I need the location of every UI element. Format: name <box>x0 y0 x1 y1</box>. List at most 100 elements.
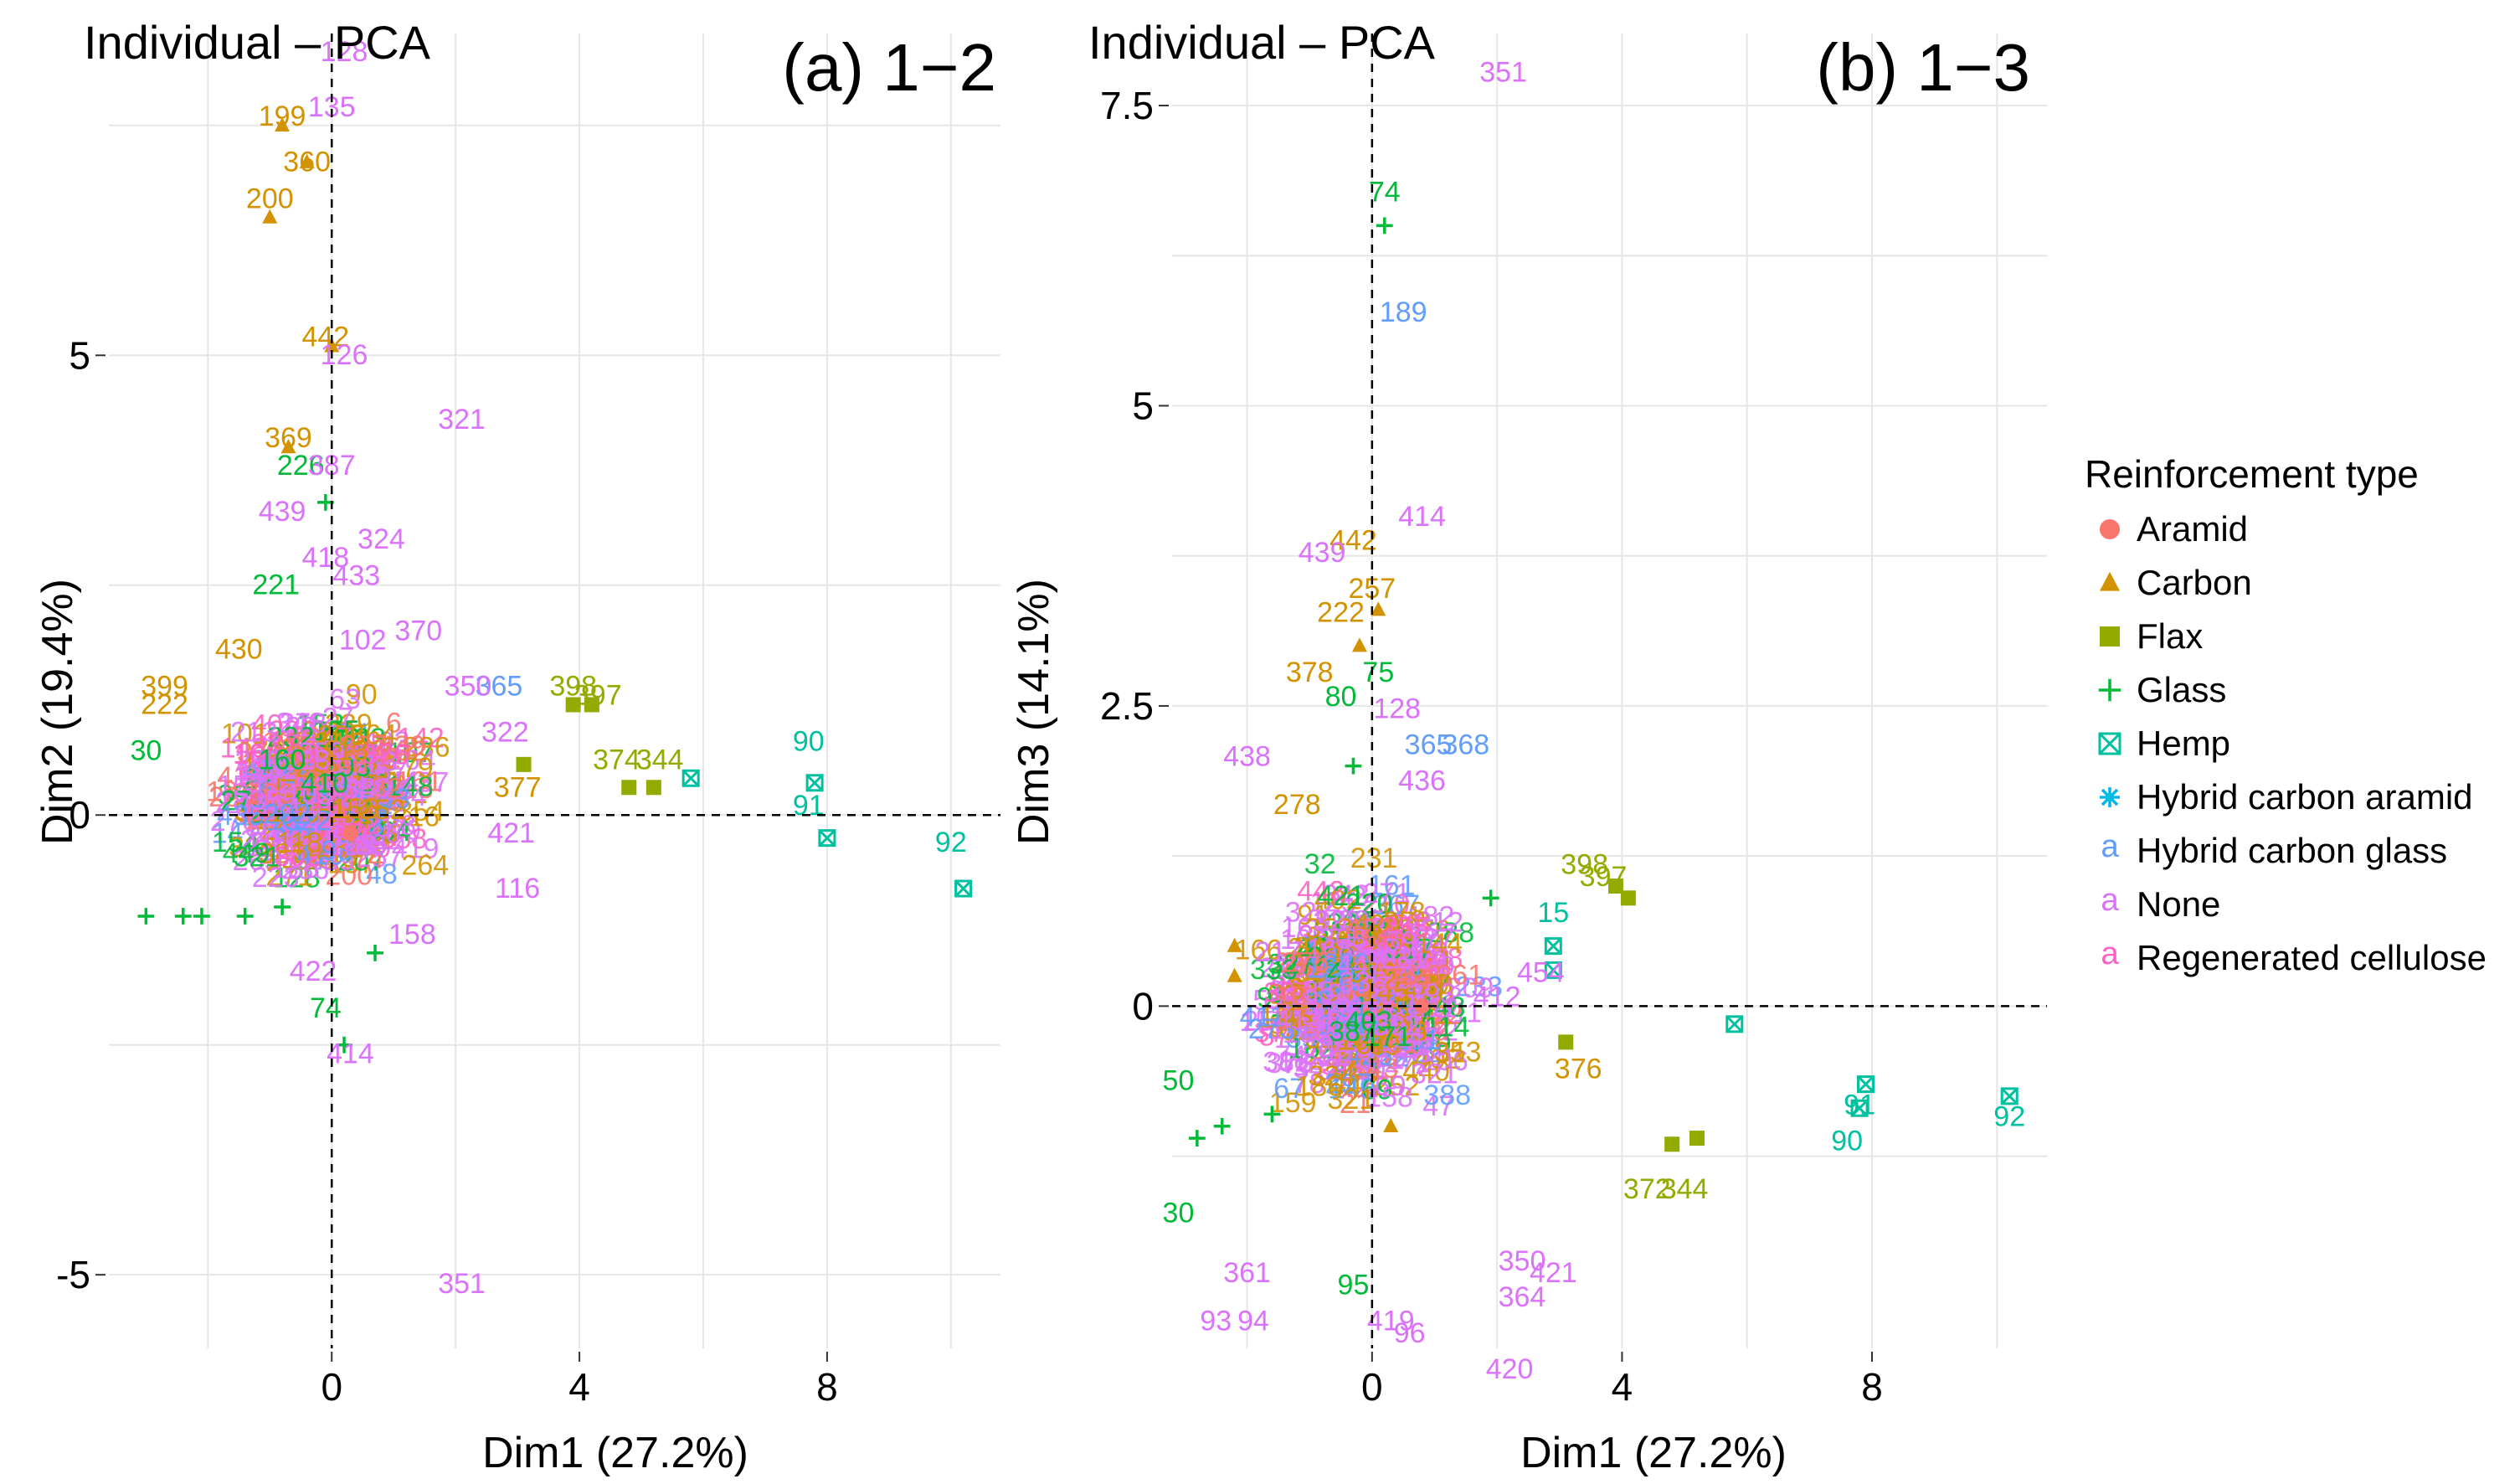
cluster-point-label: 361 <box>245 812 293 843</box>
cluster-point-label: 209 <box>282 744 330 775</box>
cluster-point-label: 264 <box>291 787 338 819</box>
cluster-point-label: 321 <box>1330 935 1378 966</box>
point-marker-glass <box>193 908 210 925</box>
cluster-point-label: 50 <box>347 791 379 822</box>
cluster-point-label: 411 <box>291 815 336 847</box>
cluster-point-label: 302 <box>317 787 365 819</box>
cluster-point-label: 200 <box>269 805 316 837</box>
legend-item-hybrid-carbon-glass: a Hybrid carbon glass <box>2101 828 2447 870</box>
cluster-point-label: 22 <box>285 712 316 744</box>
cluster-point-label: 16 <box>345 740 377 772</box>
cluster-point-label: 373 <box>345 755 393 786</box>
cluster-point-label: 101 <box>285 780 333 812</box>
cluster-point-label: 26 <box>304 766 336 798</box>
cluster-point-label: 78 <box>381 775 413 806</box>
legend-title: Reinforcement type <box>2085 452 2419 496</box>
cluster-point-label: 176 <box>1403 915 1451 946</box>
cluster-point-label: 411 <box>1437 997 1482 1028</box>
cluster-point-label: 244 <box>1383 964 1431 996</box>
cluster-point-label: 156 <box>286 752 334 784</box>
point-label-102: 102 <box>339 625 387 657</box>
cluster-point-label: 387 <box>1280 990 1328 1022</box>
cluster-point-label: 382 <box>1263 1046 1310 1078</box>
cluster-point-label: 218 <box>240 825 288 857</box>
cluster-point-label: 8 <box>284 751 300 783</box>
cluster-point-label: 43 <box>321 745 353 777</box>
cluster-point-label: 148 <box>344 758 392 790</box>
cluster-point-label: 16 <box>270 771 302 803</box>
cluster-point-label: 32 <box>1327 1006 1359 1038</box>
cluster-point-label: 246 <box>260 839 308 871</box>
cluster-point-label: 118 <box>276 827 321 859</box>
cluster-point-label: 108 <box>303 776 351 808</box>
cluster-point-label: 85 <box>295 735 327 767</box>
cluster-point-label: 357 <box>303 780 351 812</box>
cluster-point-label: 48 <box>366 858 398 890</box>
cluster-point-label: 274 <box>311 745 358 776</box>
cluster-point-label: 187 <box>356 781 404 813</box>
cluster-point-label: 31 <box>291 797 322 829</box>
cluster-point-label: 92 <box>311 776 343 808</box>
panel-b-title: Individual – PCA <box>1088 16 1436 69</box>
cluster-point-label: 225 <box>306 767 354 799</box>
cluster-point-label: 320 <box>315 772 363 804</box>
cluster-point-label: 51 <box>1436 1037 1468 1069</box>
cluster-point-label: 1 <box>278 781 294 812</box>
cluster-point-label: 389 <box>263 771 311 803</box>
point-label-350: 350 <box>445 670 492 702</box>
cluster-point-label: 89 <box>356 793 388 825</box>
point-marker-glass <box>367 945 383 961</box>
cluster-point-label: 360 <box>266 822 314 853</box>
cluster-point-label: 411 <box>328 724 373 756</box>
cluster-point-label: 201 <box>300 775 347 807</box>
cluster-point-label: 232 <box>267 721 315 753</box>
legend-key-hybrid-carbon-glass: a <box>2101 828 2119 864</box>
cluster-point-label: 380 <box>295 775 342 806</box>
cluster-point-label: 396 <box>306 794 354 826</box>
cluster-point-label: 27 <box>300 827 332 858</box>
cluster-point-label: 161 <box>301 770 348 801</box>
cluster-point-label: 50 <box>314 803 346 835</box>
cluster-point-label: 220 <box>282 808 330 840</box>
point-marker-glass <box>1188 1130 1206 1146</box>
cluster-point-label: 147 <box>212 818 260 850</box>
cluster-point-label: 403 <box>363 726 410 758</box>
cluster-point-label: 24 <box>321 742 353 774</box>
cluster-point-label: 246 <box>291 764 339 796</box>
cluster-point-label: 380 <box>264 775 311 806</box>
point-marker-hemp <box>818 829 836 848</box>
cluster-point-label: 26 <box>325 720 357 752</box>
point-label-414: 414 <box>1398 501 1446 533</box>
cluster-point-label: 324 <box>314 736 362 768</box>
cluster-point-label: 6 <box>386 707 402 739</box>
cluster-point-label: 74 <box>352 843 384 875</box>
cluster-point-label: 185 <box>350 766 398 798</box>
cluster-point-label: 417 <box>1371 1002 1419 1034</box>
cluster-point-label: 273 <box>215 786 263 818</box>
cluster-point-label: 8 <box>275 769 291 801</box>
cluster-point-label: 262 <box>285 757 332 789</box>
cluster-point-label: 190 <box>340 781 388 813</box>
cluster-point-label: 198 <box>262 726 310 758</box>
point-label-95: 95 <box>1338 1269 1370 1301</box>
cluster-point-label: 75 <box>1351 945 1383 976</box>
point-label-438: 438 <box>1223 741 1271 773</box>
cluster-point-label: 193 <box>253 805 301 837</box>
cluster-point-label: 133 <box>1394 1008 1442 1040</box>
cluster-point-label: 1 <box>329 756 345 788</box>
cluster-point-label: 421 <box>1318 880 1365 912</box>
cluster-point-label: 41 <box>265 770 296 801</box>
cluster-point-label: 408 <box>1329 1021 1377 1053</box>
cluster-point-label: 148 <box>333 739 381 771</box>
cluster-point-label: 17 <box>337 750 369 782</box>
cluster-point-label: 82 <box>370 772 402 804</box>
cluster-point-label: 153 <box>297 709 345 740</box>
cluster-point-label: 294 <box>296 771 344 803</box>
point-label-422: 422 <box>290 956 337 987</box>
point-label-128: 128 <box>321 36 368 68</box>
point-label-91: 91 <box>793 790 825 822</box>
cluster-point-label: 228 <box>368 810 416 842</box>
cluster-point-label: 191 <box>332 750 379 781</box>
cluster-point-label: 283 <box>310 771 357 803</box>
